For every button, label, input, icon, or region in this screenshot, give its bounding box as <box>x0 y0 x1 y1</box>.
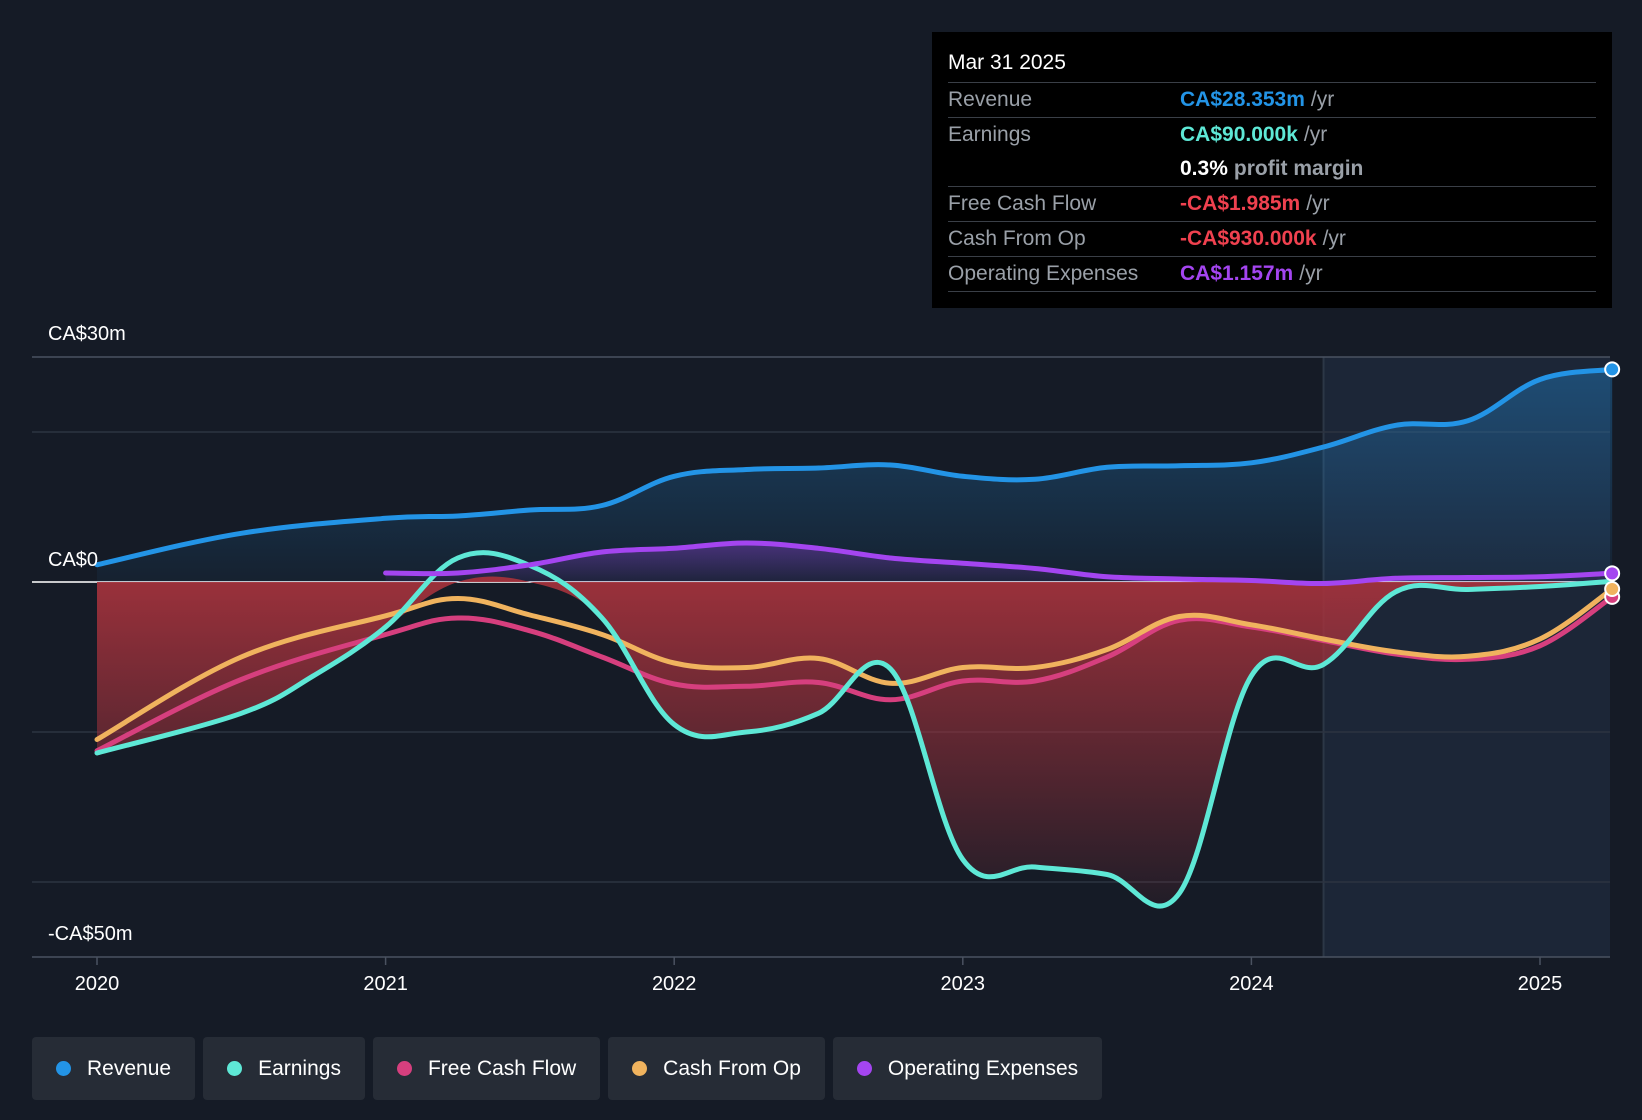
series-line-revenue <box>94 366 1615 568</box>
tooltip-date: Mar 31 2025 <box>948 51 1066 74</box>
legend-label: Free Cash Flow <box>427 1056 577 1080</box>
circle-icon <box>396 1061 412 1076</box>
tooltip-value: CA$90.000k <box>1180 123 1298 146</box>
x-tick-label: 2021 <box>363 973 408 995</box>
x-tick-label: 2025 <box>1518 973 1563 995</box>
tooltip-row-revenue: Revenue CA$28.353m /yr <box>948 82 1596 117</box>
y-label-top: CA$30m <box>48 323 126 345</box>
tooltip-label: Revenue <box>948 88 1033 111</box>
y-label-zero: CA$0 <box>48 549 98 571</box>
end-marker <box>1604 361 1621 378</box>
series-line-cash-from-op <box>94 586 1615 742</box>
legend: Revenue Earnings Free Cash Flow Cash Fro… <box>32 1037 1103 1100</box>
earnings-negative-area <box>97 576 1613 907</box>
revenue-area <box>97 369 1613 582</box>
circle-icon <box>632 1061 648 1076</box>
x-tick-label: 2024 <box>1229 973 1274 995</box>
tooltip-label: Operating Expenses <box>948 262 1139 285</box>
tooltip-unit: profit margin <box>1233 157 1364 180</box>
legend-label: Earnings <box>258 1056 341 1080</box>
legend-item-revenue[interactable]: Revenue <box>32 1037 196 1100</box>
tooltip-unit: /yr <box>1310 88 1335 111</box>
legend-item-cash-from-op[interactable]: Cash From Op <box>608 1037 825 1100</box>
tooltip-unit: /yr <box>1306 192 1330 215</box>
legend-item-operating-expenses[interactable]: Operating Expenses <box>832 1037 1103 1100</box>
tooltip-label: Earnings <box>948 123 1031 146</box>
tooltip-row-free-cash-flow: Free Cash Flow -CA$1.985m /yr <box>948 186 1596 221</box>
tooltip-unit: /yr <box>1322 227 1346 250</box>
circle-icon <box>856 1061 872 1076</box>
x-tick-label: 2022 <box>652 973 697 995</box>
tooltip-value: CA$1.157m <box>1180 262 1294 285</box>
legend-label: Operating Expenses <box>887 1056 1079 1080</box>
series-line-operating-expenses <box>383 540 1615 587</box>
tooltip-row-operating-expenses: Operating Expenses CA$1.157m /yr <box>948 256 1596 292</box>
x-tick-label: 2020 <box>75 973 120 995</box>
tooltip-panel: Mar 31 2025 Revenue CA$28.353m /yr Earni… <box>932 32 1612 308</box>
end-marker <box>1604 580 1621 597</box>
y-label-bottom: -CA$50m <box>48 923 132 945</box>
tooltip-value: -CA$930.000k <box>1180 227 1317 250</box>
tooltip-value: CA$28.353m <box>1180 88 1305 111</box>
tooltip-label: Free Cash Flow <box>948 192 1097 215</box>
legend-item-free-cash-flow[interactable]: Free Cash Flow <box>372 1037 601 1100</box>
legend-label: Cash From Op <box>663 1056 801 1080</box>
tooltip-unit: /yr <box>1299 262 1323 285</box>
circle-icon <box>56 1061 71 1076</box>
end-marker <box>1604 565 1621 582</box>
circle-icon <box>227 1061 243 1076</box>
legend-label: Revenue <box>87 1056 172 1080</box>
x-tick-label: 2023 <box>941 973 986 995</box>
tooltip-row-earnings: Earnings CA$90.000k /yr <box>948 117 1596 152</box>
tooltip-label: Cash From Op <box>948 227 1086 250</box>
tooltip-row-profit-margin: 0.3% profit margin <box>948 152 1596 186</box>
series-line-earnings <box>94 550 1615 909</box>
tooltip-value: 0.3% <box>1180 157 1228 180</box>
tooltip-value: -CA$1.985m <box>1180 192 1301 215</box>
opex-area <box>385 543 1613 584</box>
tooltip-unit: /yr <box>1303 123 1328 146</box>
legend-item-earnings[interactable]: Earnings <box>203 1037 365 1100</box>
tooltip-row-cash-from-op: Cash From Op -CA$930.000k /yr <box>948 221 1596 256</box>
